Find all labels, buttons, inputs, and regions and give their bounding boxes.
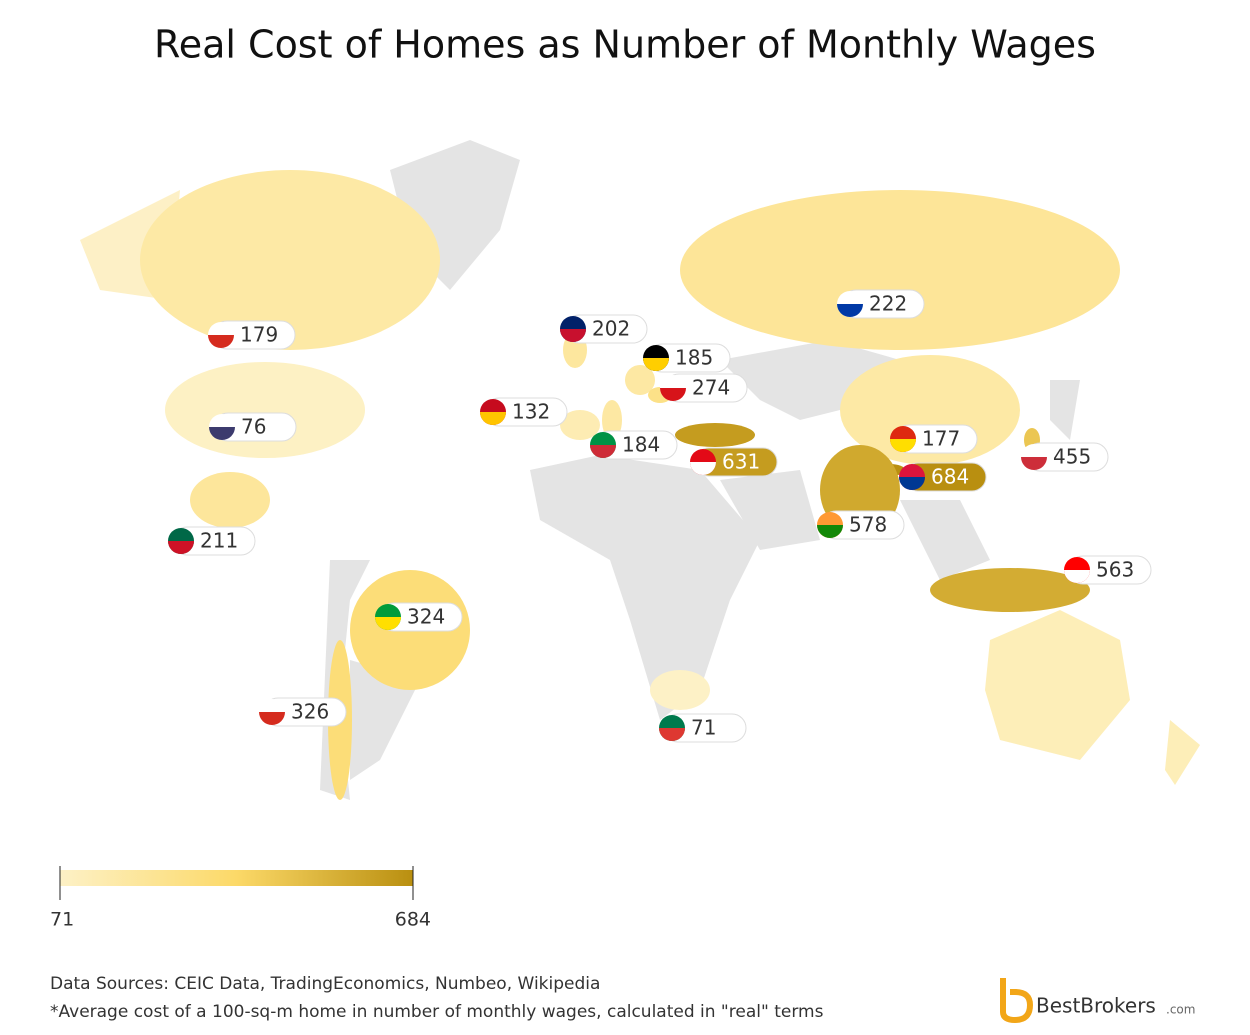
new-zealand bbox=[1165, 720, 1200, 785]
australia bbox=[985, 610, 1130, 760]
region bbox=[625, 365, 655, 395]
value-label: 132 bbox=[512, 400, 550, 424]
value-label: 76 bbox=[241, 415, 266, 439]
region bbox=[675, 423, 755, 447]
legend-label: 684 bbox=[395, 909, 431, 931]
flag-half bbox=[659, 728, 685, 741]
flag-half bbox=[375, 617, 401, 630]
value-label: 222 bbox=[869, 292, 907, 316]
africa bbox=[530, 455, 760, 720]
value-label: 274 bbox=[692, 376, 730, 400]
value-label: 684 bbox=[931, 465, 969, 489]
value-label: 71 bbox=[691, 716, 716, 740]
value-label: 563 bbox=[1096, 558, 1134, 582]
value-label: 578 bbox=[849, 513, 887, 537]
region bbox=[190, 472, 270, 528]
flag-half bbox=[1021, 457, 1047, 470]
southeast-asia bbox=[900, 500, 990, 580]
value-label: 202 bbox=[592, 317, 630, 341]
flag-half bbox=[259, 712, 285, 725]
value-label: 184 bbox=[622, 433, 660, 457]
value-label: 455 bbox=[1053, 445, 1091, 469]
flag-half bbox=[208, 335, 234, 348]
logo: BestBrokers bbox=[1036, 994, 1156, 1018]
value-label: 177 bbox=[922, 427, 960, 451]
flag-half bbox=[890, 439, 916, 452]
markers: 179 76 211 324 326 202 185 274 132 184 631 222 177 68… bbox=[168, 289, 1152, 743]
title: Real Cost of Homes as Number of Monthly … bbox=[154, 23, 1096, 67]
japan bbox=[1050, 380, 1080, 440]
logo-icon bbox=[1000, 978, 1034, 1024]
region bbox=[560, 410, 600, 440]
value-label: 185 bbox=[675, 346, 713, 370]
flag-half bbox=[560, 329, 586, 342]
value-label: 179 bbox=[240, 323, 278, 347]
flag-half bbox=[168, 541, 194, 554]
flag-half bbox=[590, 445, 616, 458]
flag-half bbox=[690, 462, 716, 475]
flag-half bbox=[837, 304, 863, 317]
value-label: 631 bbox=[722, 450, 760, 474]
region bbox=[602, 400, 622, 440]
region bbox=[165, 362, 365, 458]
logo-suffix: .com bbox=[1166, 1003, 1195, 1017]
middle-east bbox=[720, 470, 820, 550]
region bbox=[650, 670, 710, 710]
flag-half bbox=[480, 412, 506, 425]
region bbox=[680, 190, 1120, 350]
legend-bar bbox=[60, 870, 413, 886]
region bbox=[930, 568, 1090, 612]
argentina bbox=[350, 660, 420, 780]
flag-half bbox=[899, 477, 925, 490]
value-label: 324 bbox=[407, 605, 445, 629]
legend: 71 684 bbox=[50, 866, 431, 931]
flag-half bbox=[209, 427, 235, 440]
flag-half bbox=[643, 358, 669, 371]
regions bbox=[140, 170, 1120, 800]
value-label: 211 bbox=[200, 529, 238, 553]
value-label: 326 bbox=[291, 700, 329, 724]
flag-half bbox=[817, 525, 843, 538]
note: *Average cost of a 100-sq-m home in numb… bbox=[50, 1002, 824, 1022]
flag-half bbox=[1064, 570, 1090, 583]
sources: Data Sources: CEIC Data, TradingEconomic… bbox=[50, 974, 600, 994]
legend-label: 71 bbox=[50, 909, 74, 931]
flag-half bbox=[660, 388, 686, 401]
region bbox=[140, 170, 440, 350]
